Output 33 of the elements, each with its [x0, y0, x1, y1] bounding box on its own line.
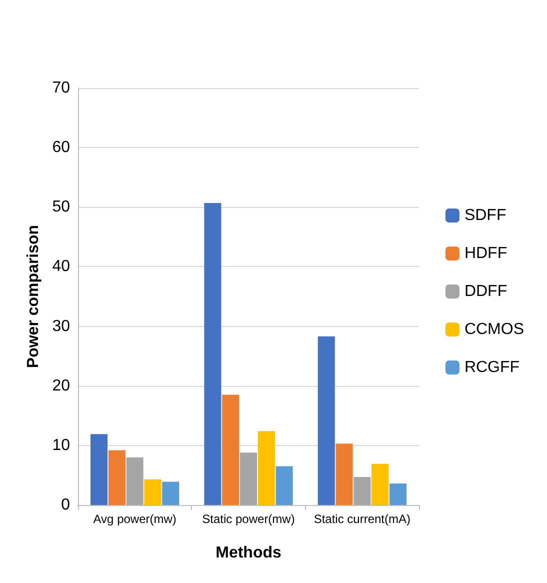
y-tick-label: 0: [61, 496, 70, 514]
legend-label: DDFF: [464, 283, 508, 300]
bar: [318, 336, 335, 505]
y-tick-label: 10: [52, 436, 70, 454]
bar: [372, 464, 389, 505]
bar: [162, 482, 180, 505]
legend-label: CCMOS: [464, 321, 524, 338]
legend-label: SDFF: [464, 207, 506, 224]
y-tick-label: 70: [52, 80, 70, 96]
bar: [240, 452, 258, 505]
x-tick-label: Static power(mw): [202, 512, 295, 526]
x-tick-label: Avg power(mw): [93, 512, 176, 526]
bar: [90, 434, 108, 505]
y-tick-label: 50: [52, 198, 70, 216]
y-tick-label: 60: [52, 139, 70, 156]
y-tick-label: 40: [52, 258, 70, 276]
bar: [336, 444, 353, 505]
bar: [108, 450, 126, 505]
bar: [126, 457, 144, 505]
bar: [204, 202, 222, 505]
bar: [222, 394, 240, 505]
bar: [276, 466, 293, 505]
legend-label: RCGFF: [464, 359, 520, 376]
bar: [389, 484, 406, 505]
y-axis-title: Power comparison: [24, 224, 42, 368]
legend-label: HDFF: [464, 245, 508, 262]
bar: [258, 431, 275, 505]
bar: [144, 479, 162, 505]
y-tick-label: 20: [52, 377, 70, 394]
y-tick-label: 30: [52, 318, 70, 335]
x-tick-label: Static current(mA): [314, 512, 411, 526]
x-axis-title: Methods: [216, 544, 282, 562]
bar: [354, 477, 371, 505]
